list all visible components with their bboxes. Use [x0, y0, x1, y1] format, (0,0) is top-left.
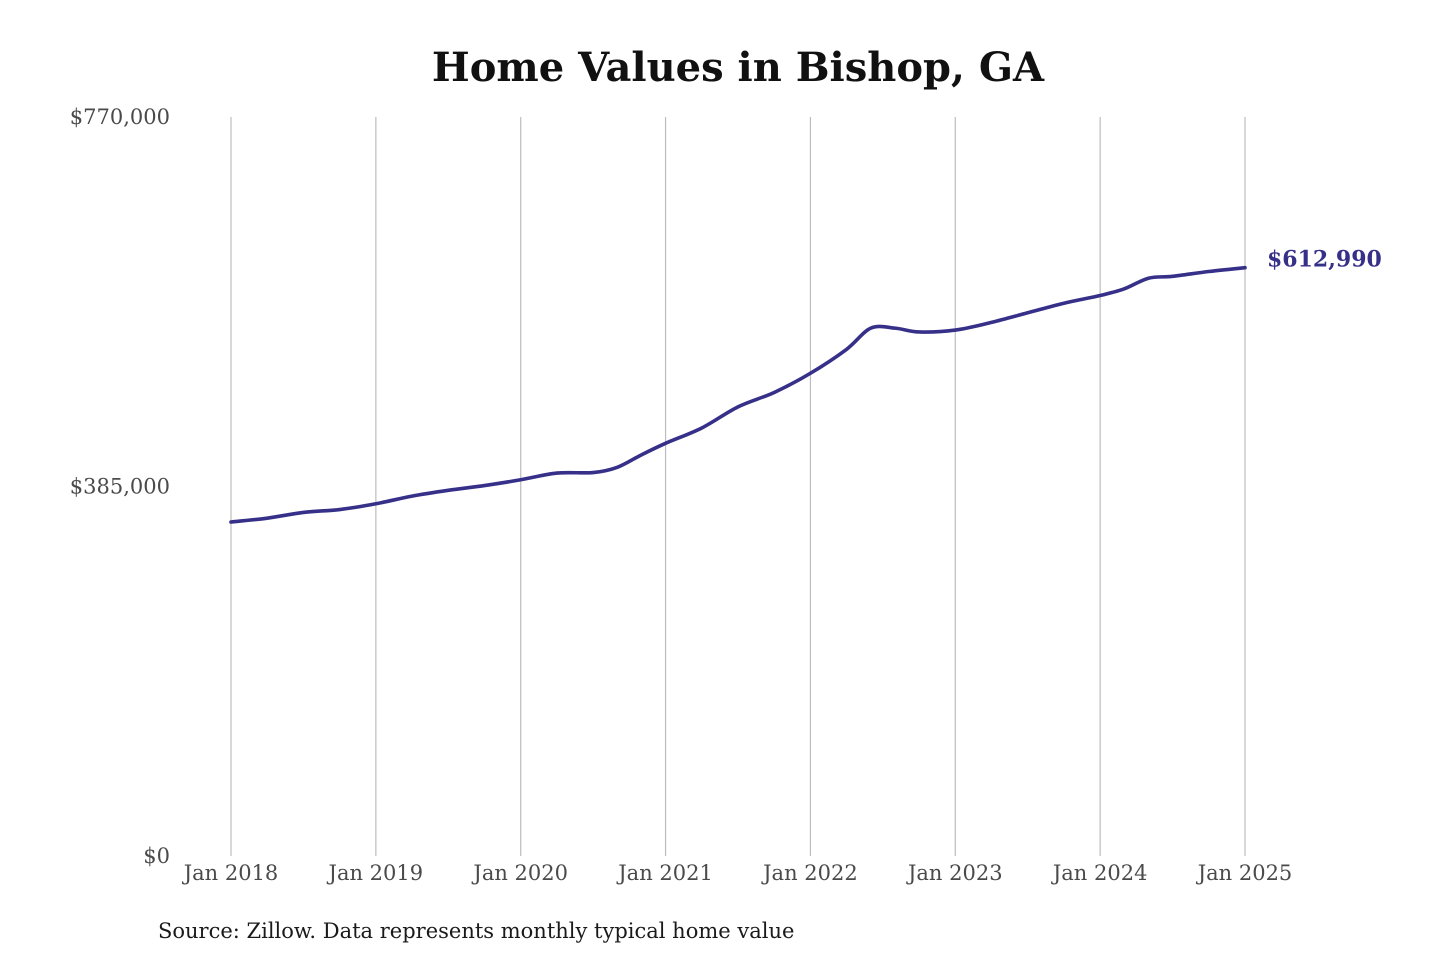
end-value-label: $612,990	[1267, 247, 1382, 273]
x-tick-label: Jan 2020	[471, 861, 568, 885]
chart-title: Home Values in Bishop, GA	[432, 44, 1045, 91]
series-layer	[229, 265, 1247, 524]
x-axis-ticks: Jan 2018 Jan 2019 Jan 2020 Jan 2021 Jan 2022…	[182, 861, 1293, 885]
x-tick-label: Jan 2021	[616, 861, 713, 885]
y-tick-label: $770,000	[70, 105, 170, 129]
x-gridlines	[230, 117, 1246, 856]
x-tick-label: Jan 2022	[761, 861, 858, 885]
x-tick-label: Jan 2019	[327, 861, 424, 885]
x-tick-label: Jan 2024	[1051, 861, 1148, 885]
x-tick-label: Jan 2025	[1196, 861, 1293, 885]
y-axis-ticks: $0 $385,000 $770,000	[70, 105, 170, 868]
source-note: Source: Zillow. Data represents monthly …	[158, 919, 794, 943]
y-tick-label: $0	[143, 844, 170, 868]
x-tick-label: Jan 2018	[182, 861, 279, 885]
home-value-line	[229, 265, 1247, 524]
y-tick-label: $385,000	[70, 475, 170, 499]
x-tick-label: Jan 2023	[906, 861, 1003, 885]
